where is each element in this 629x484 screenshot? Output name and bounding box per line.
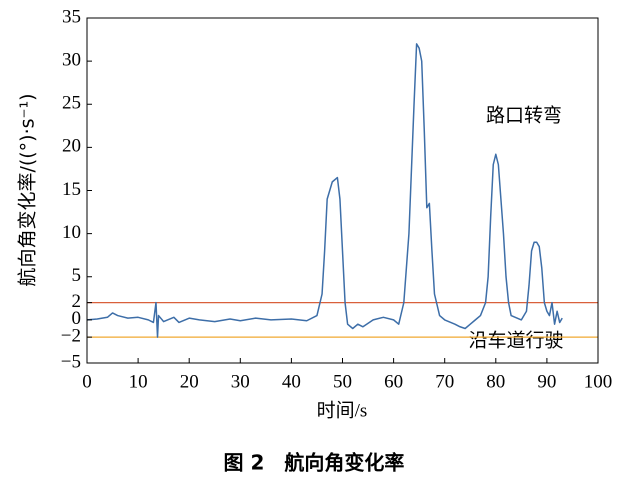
- x-tick-label: 0: [82, 371, 92, 392]
- y-tick-label: −2: [61, 325, 81, 346]
- y-tick-label: 10: [62, 222, 81, 243]
- data-line: [86, 43, 563, 338]
- x-tick-label: 60: [384, 371, 403, 392]
- annotation: 沿车道行驶: [468, 330, 563, 352]
- x-tick-label: 80: [486, 371, 505, 392]
- x-tick-label: 100: [584, 371, 613, 392]
- y-tick-label: 30: [62, 49, 81, 70]
- caption: 图 2 航向角变化率: [224, 451, 405, 475]
- y-tick-label: 2: [72, 291, 82, 312]
- y-tick-label: 15: [62, 179, 81, 200]
- y-tick-label: 20: [62, 136, 81, 157]
- x-tick-label: 70: [435, 371, 454, 392]
- x-tick-label: 90: [537, 371, 556, 392]
- x-tick-label: 10: [129, 371, 148, 392]
- x-tick-label: 20: [180, 371, 199, 392]
- y-tick-label: 5: [72, 265, 82, 286]
- x-tick-label: 40: [282, 371, 301, 392]
- y-tick-label: 25: [62, 93, 81, 114]
- y-axis-label: 航向角变化率/((°)·s⁻¹): [17, 93, 39, 286]
- plot-frame: [86, 17, 599, 364]
- x-tick-label: 30: [231, 371, 250, 392]
- y-tick-label: −5: [61, 351, 81, 372]
- x-axis-label: 时间/s: [317, 399, 368, 421]
- annotation: 路口转弯: [486, 105, 562, 127]
- y-tick-label: 0: [72, 308, 82, 329]
- y-tick-label: 35: [62, 6, 81, 27]
- x-tick-label: 50: [333, 371, 352, 392]
